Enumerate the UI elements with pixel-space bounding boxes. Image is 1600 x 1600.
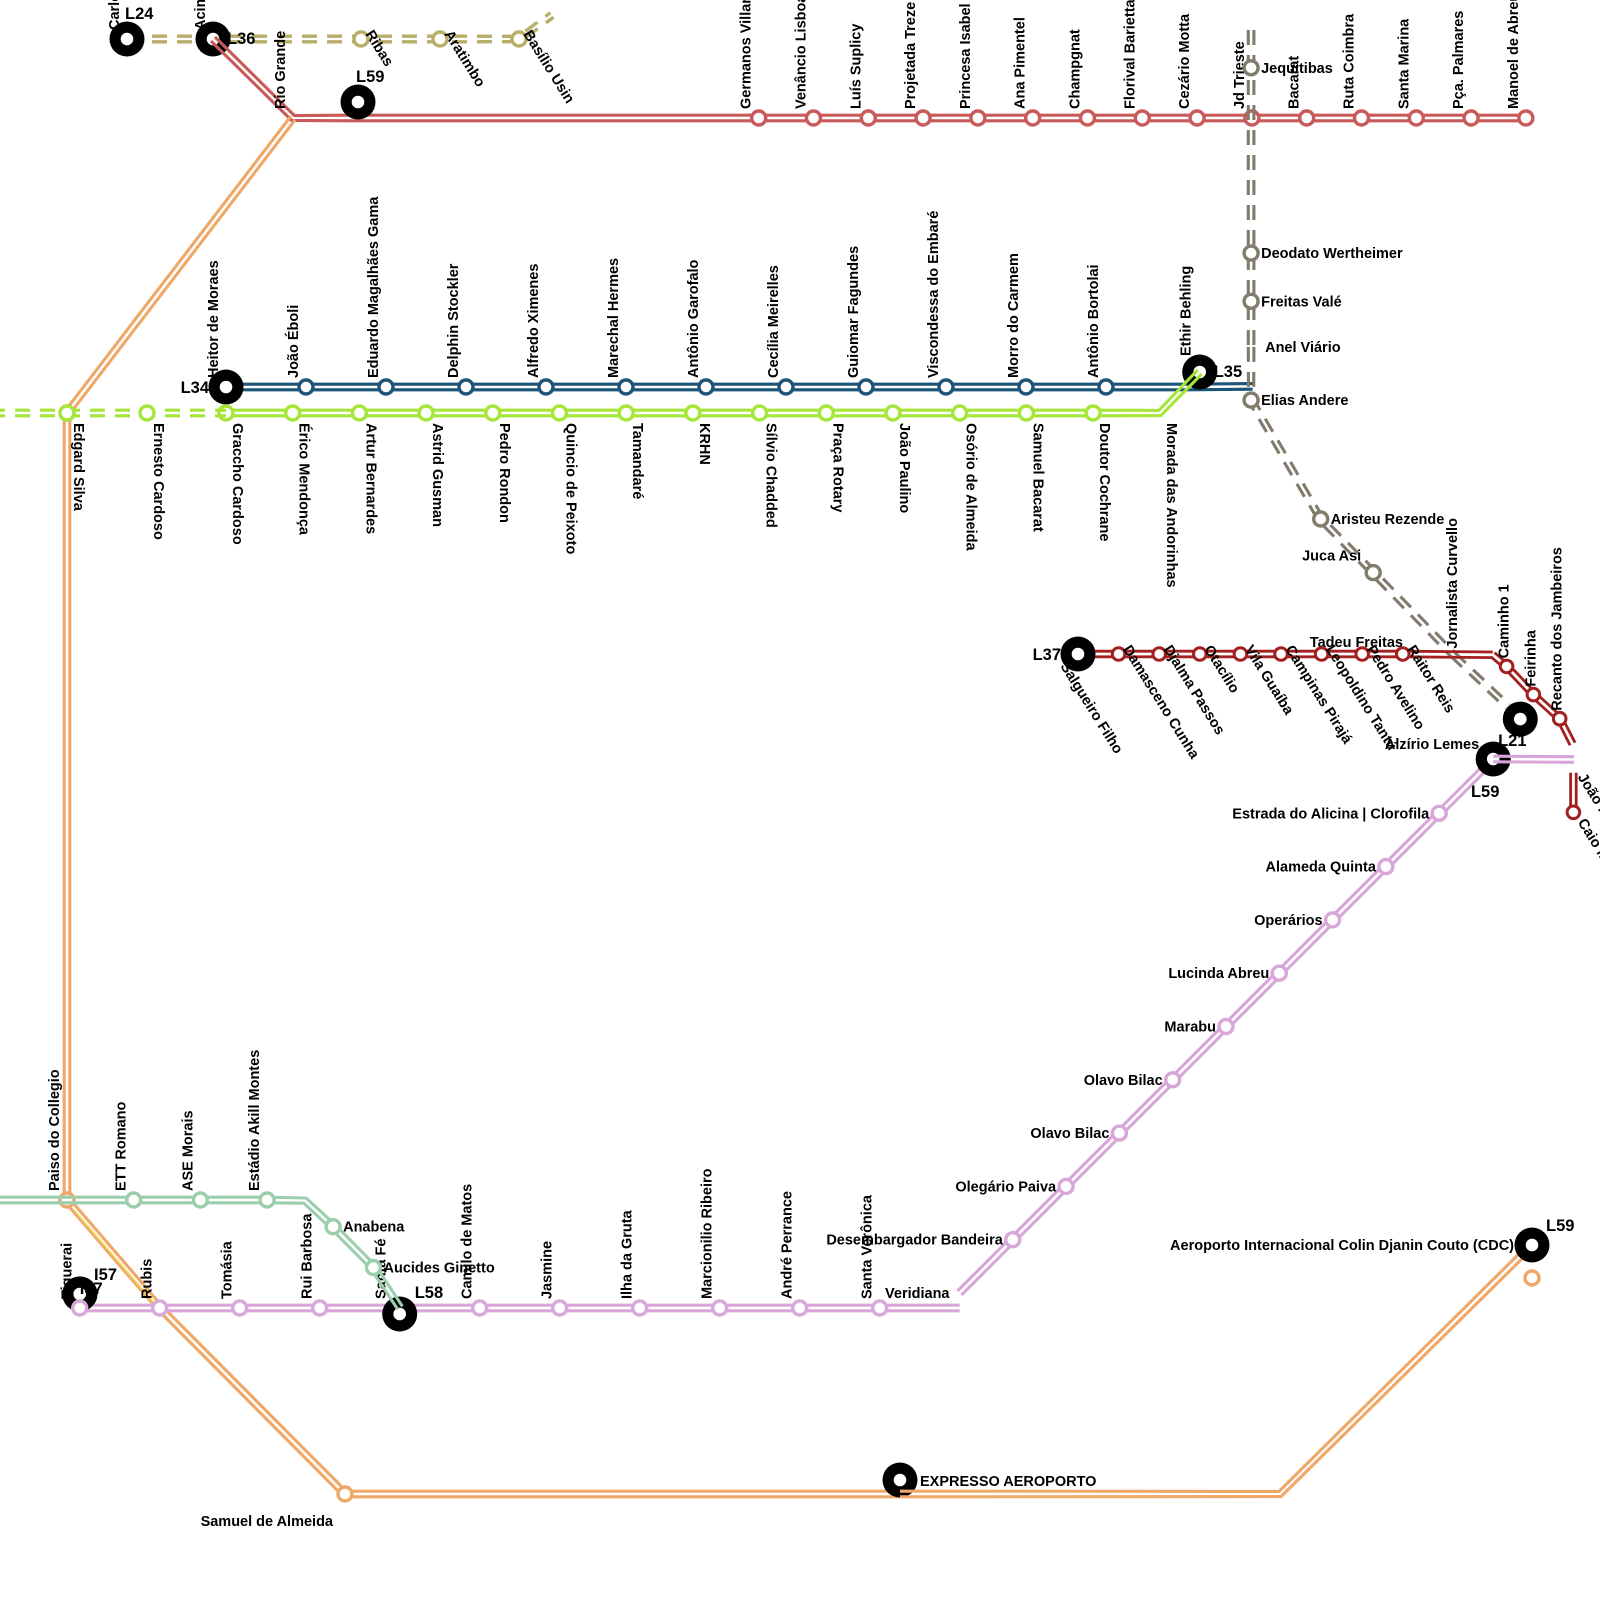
svg-text:Champgnat: Champgnat <box>1068 29 1084 109</box>
svg-text:Aeroporto Internacional Colin: Aeroporto Internacional Colin Djanin Cou… <box>1170 1238 1514 1254</box>
svg-text:Praça Rotary: Praça Rotary <box>829 423 845 512</box>
svg-text:Cecília Meirelles: Cecília Meirelles <box>766 265 782 378</box>
svg-text:Quincio de Peixoto: Quincio de Peixoto <box>563 423 579 554</box>
svg-text:João Paulino: João Paulino <box>896 423 912 513</box>
svg-text:ASE Morais: ASE Morais <box>180 1110 196 1191</box>
svg-text:João Éboli: João Éboli <box>285 305 302 378</box>
svg-text:Aristeu Rezende: Aristeu Rezende <box>1331 512 1445 528</box>
svg-text:Recanto dos Jambeiros: Recanto dos Jambeiros <box>1550 547 1566 711</box>
svg-text:Jd Trieste: Jd Trieste <box>1232 41 1248 109</box>
svg-text:KRHN: KRHN <box>696 423 712 465</box>
svg-text:Ana Pimentel: Ana Pimentel <box>1013 17 1029 109</box>
svg-text:Caminho 1: Caminho 1 <box>1497 584 1513 658</box>
svg-text:L59: L59 <box>356 68 384 86</box>
svg-text:Lucinda Abreu: Lucinda Abreu <box>1168 966 1269 982</box>
svg-text:L37: L37 <box>1033 646 1061 664</box>
svg-text:Luís Suplicy: Luís Suplicy <box>848 24 864 109</box>
svg-text:Delphin Stockler: Delphin Stockler <box>446 263 462 378</box>
svg-text:Sílvio Chadded: Sílvio Chadded <box>763 423 779 528</box>
svg-text:Anabena: Anabena <box>343 1220 405 1236</box>
svg-text:Tamandaré: Tamandaré <box>629 423 645 499</box>
svg-text:Pedro Rondon: Pedro Rondon <box>496 423 512 523</box>
svg-text:Ernesto Cardoso: Ernesto Cardoso <box>150 423 166 540</box>
svg-text:Olegário Paiva: Olegário Paiva <box>955 1179 1057 1195</box>
svg-text:Astrid Gusman: Astrid Gusman <box>429 423 445 527</box>
svg-text:L24: L24 <box>125 5 154 23</box>
svg-text:Tiquerai: Tiquerai <box>60 1243 76 1299</box>
svg-text:Germanos Villar: Germanos Villar <box>739 0 755 109</box>
svg-text:Eduardo Magalhães Gama: Eduardo Magalhães Gama <box>366 196 382 378</box>
svg-text:Deodato Wertheimer: Deodato Wertheimer <box>1261 246 1403 262</box>
svg-text:Alzírio Lemes: Alzírio Lemes <box>1385 737 1479 753</box>
svg-text:Pça. Palmares: Pça. Palmares <box>1451 11 1467 109</box>
svg-text:Olavo Bilac: Olavo Bilac <box>1030 1126 1109 1142</box>
svg-text:Carlos de Lact: Carlos de Lact <box>107 0 123 30</box>
svg-text:Juca Asi: Juca Asi <box>1302 549 1361 565</box>
svg-text:Graccho Cardoso: Graccho Cardoso <box>229 423 245 545</box>
svg-text:Aucides Ginetto: Aucides Ginetto <box>384 1261 495 1277</box>
svg-text:Antônio Bortolai: Antônio Bortolai <box>1086 264 1102 378</box>
svg-text:Santa Marina: Santa Marina <box>1396 18 1412 109</box>
svg-text:Marechal Hermes: Marechal Hermes <box>606 258 622 378</box>
svg-text:ETT Romano: ETT Romano <box>114 1101 130 1191</box>
svg-text:Morada das Andorinhas: Morada das Andorinhas <box>1163 423 1179 588</box>
svg-text:Princesa Isabel: Princesa Isabel <box>958 3 974 109</box>
svg-text:L36: L36 <box>227 30 255 48</box>
svg-text:Estrada do Alicina | Clorofila: Estrada do Alicina | Clorofila <box>1232 806 1430 822</box>
svg-text:Jornalista Curvello: Jornalista Curvello <box>1445 518 1461 649</box>
svg-text:Elias Andere: Elias Andere <box>1261 393 1348 409</box>
svg-text:Morro do Carmem: Morro do Carmem <box>1006 253 1022 378</box>
svg-text:Antônio Garofalo: Antônio Garofalo <box>686 259 702 378</box>
svg-text:Feirinha: Feirinha <box>1523 629 1539 686</box>
svg-text:Jequitibas: Jequitibas <box>1261 61 1333 77</box>
svg-text:Cezário Motta: Cezário Motta <box>1177 13 1193 109</box>
svg-text:Ethir Behling: Ethir Behling <box>1179 266 1195 356</box>
svg-text:Alameda Quinta: Alameda Quinta <box>1266 860 1377 876</box>
svg-text:Rui Barbosa: Rui Barbosa <box>300 1213 316 1299</box>
svg-text:Viscondessa do Embaré: Viscondessa do Embaré <box>926 211 942 378</box>
svg-text:Olavo Bilac: Olavo Bilac <box>1084 1073 1163 1089</box>
svg-text:Doutor Cochrane: Doutor Cochrane <box>1096 423 1112 541</box>
svg-text:Venâncio Lisboa: Venâncio Lisboa <box>794 0 810 109</box>
svg-text:Samuel Bacarat: Samuel Bacarat <box>1029 423 1045 532</box>
svg-text:Guiomar Fagundes: Guiomar Fagundes <box>846 246 862 378</box>
svg-text:L35: L35 <box>1214 363 1242 381</box>
svg-text:Manoel de Abreu: Manoel de Abreu <box>1506 0 1522 109</box>
svg-text:Érico Mendonça: Érico Mendonça <box>296 423 313 536</box>
svg-text:Rio Grande: Rio Grande <box>273 31 289 109</box>
svg-text:I57: I57 <box>80 1280 103 1298</box>
svg-text:L59: L59 <box>1546 1217 1574 1235</box>
svg-text:Veridiana: Veridiana <box>885 1286 950 1302</box>
svg-text:Artur Bernardes: Artur Bernardes <box>362 423 378 534</box>
svg-text:Florival Barietta: Florival Barietta <box>1122 0 1138 109</box>
svg-text:Paiso do Collegio: Paiso do Collegio <box>47 1069 63 1191</box>
svg-text:Osório de Almeida: Osório de Almeida <box>963 423 979 552</box>
svg-text:Operários: Operários <box>1254 913 1323 929</box>
svg-text:Camilo de Matos: Camilo de Matos <box>460 1184 476 1299</box>
svg-text:Marabu: Marabu <box>1164 1020 1216 1036</box>
svg-text:Alfredo Ximenes: Alfredo Ximenes <box>526 264 542 378</box>
svg-text:EXPRESSO AEROPORTO: EXPRESSO AEROPORTO <box>920 1474 1096 1490</box>
svg-text:Jasmine: Jasmine <box>540 1241 556 1299</box>
svg-text:Acimédias: Acimédias <box>193 0 209 30</box>
svg-text:L34: L34 <box>181 379 210 397</box>
svg-text:Tomásia: Tomásia <box>220 1240 236 1299</box>
svg-text:Projetada Treze: Projetada Treze <box>903 2 919 109</box>
svg-text:Santa Verônica: Santa Verônica <box>860 1194 876 1299</box>
svg-text:Estádio Akill Montes: Estádio Akill Montes <box>247 1050 263 1191</box>
svg-text:André Perrance: André Perrance <box>780 1191 796 1299</box>
svg-text:Desembargador Bandeira: Desembargador Bandeira <box>826 1233 1003 1249</box>
svg-text:Freitas Valé: Freitas Valé <box>1261 294 1342 310</box>
svg-text:Anel Viário: Anel Viário <box>1265 340 1341 356</box>
svg-text:Rubis: Rubis <box>140 1259 156 1299</box>
svg-text:Ilha da Gruta: Ilha da Gruta <box>620 1209 636 1299</box>
svg-text:Heitor de Moraes: Heitor de Moraes <box>206 260 222 378</box>
svg-text:Samuel de Almeida: Samuel de Almeida <box>201 1514 334 1530</box>
svg-text:Marcionilio Ribeiro: Marcionilio Ribeiro <box>700 1168 716 1299</box>
svg-text:L59: L59 <box>1471 783 1499 801</box>
svg-text:Ruta Coimbra: Ruta Coimbra <box>1342 13 1358 109</box>
svg-text:Edgard Silva: Edgard Silva <box>70 423 86 512</box>
svg-text:L58: L58 <box>415 1284 443 1302</box>
